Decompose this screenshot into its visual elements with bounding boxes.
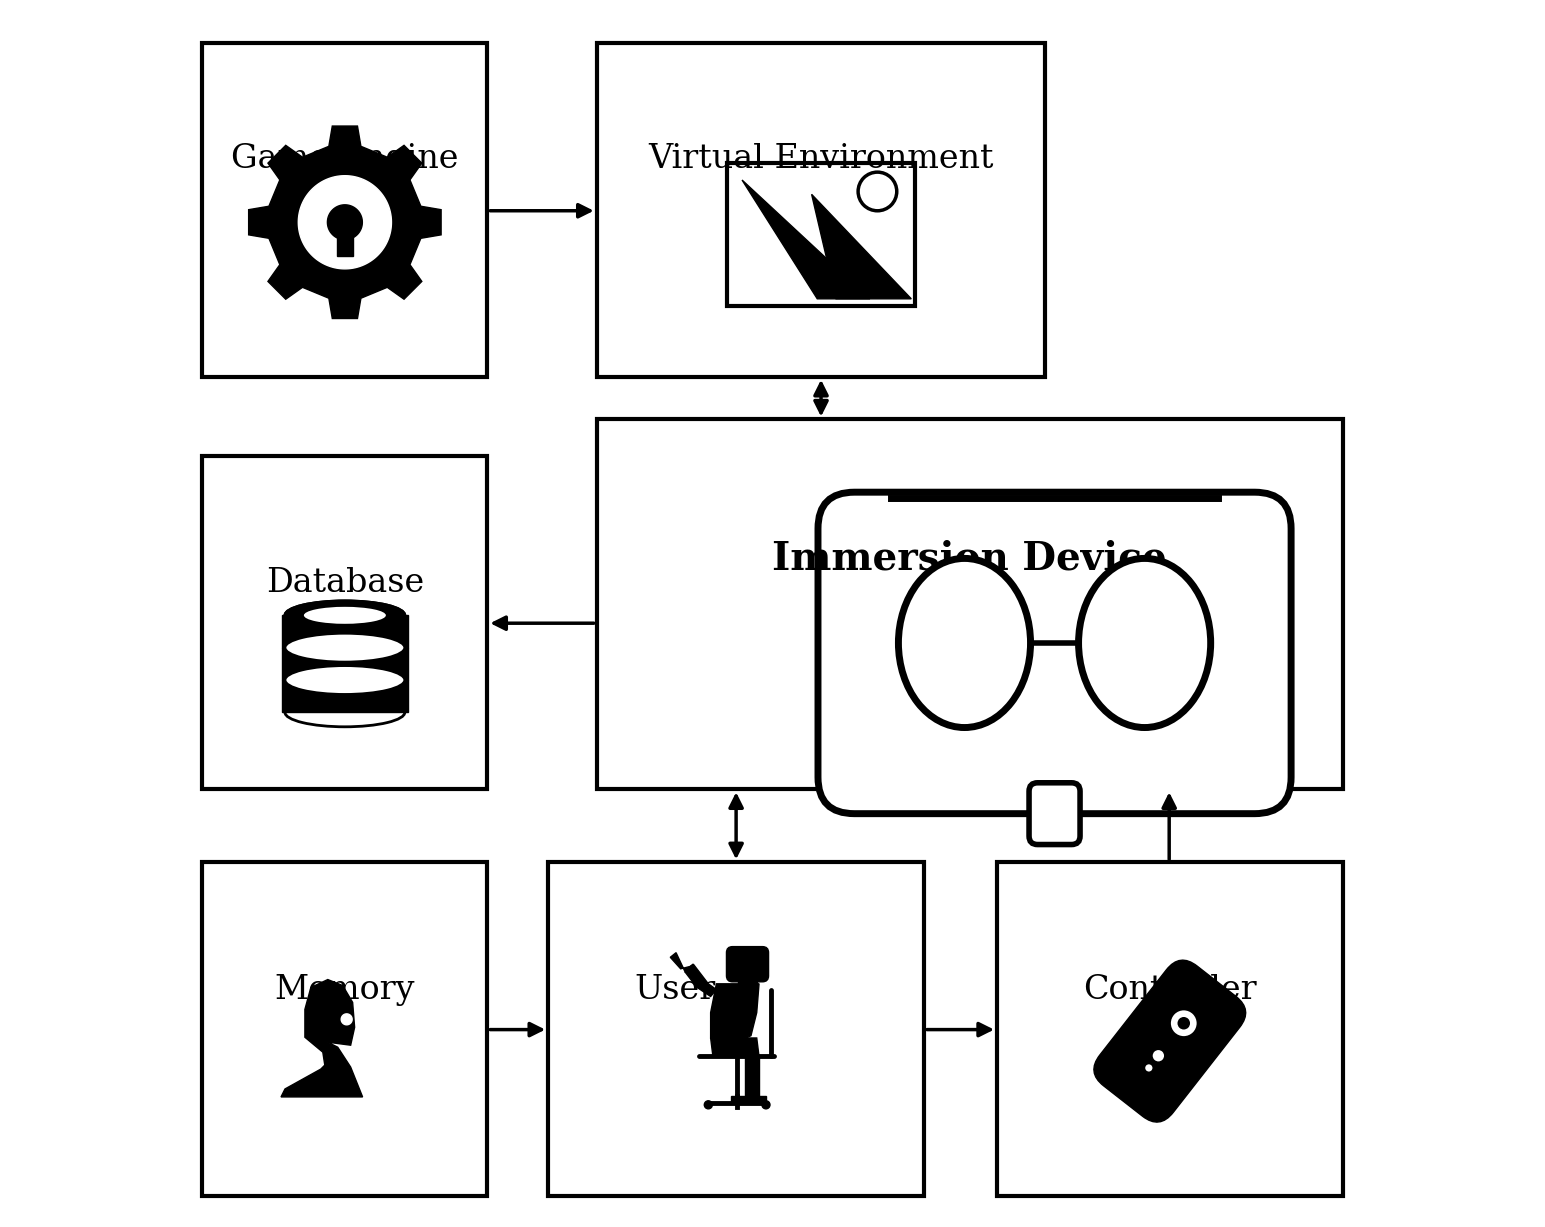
FancyBboxPatch shape [202,863,487,1196]
Polygon shape [671,952,694,972]
FancyArrowPatch shape [494,617,593,629]
Bar [728,163,915,306]
Text: Immersion Device: Immersion Device [772,540,1166,578]
Text: Game Engine: Game Engine [232,142,459,174]
Polygon shape [281,979,363,1097]
Ellipse shape [284,665,405,694]
Polygon shape [711,1038,759,1056]
FancyArrowPatch shape [927,1023,990,1036]
FancyArrowPatch shape [490,1023,541,1036]
FancyArrowPatch shape [1163,796,1176,859]
FancyBboxPatch shape [997,863,1343,1196]
FancyBboxPatch shape [596,43,1046,377]
Circle shape [1170,1010,1197,1037]
Ellipse shape [304,607,386,623]
Polygon shape [298,175,391,269]
FancyBboxPatch shape [726,946,768,982]
Polygon shape [341,1014,352,1025]
FancyBboxPatch shape [817,492,1292,814]
Text: User: User [635,973,715,1006]
Polygon shape [745,1056,759,1096]
FancyBboxPatch shape [1094,960,1245,1123]
FancyBboxPatch shape [596,420,1343,789]
Polygon shape [337,231,352,255]
FancyBboxPatch shape [202,43,487,377]
Circle shape [762,1101,769,1109]
Circle shape [1145,1064,1153,1071]
Polygon shape [281,680,408,713]
FancyBboxPatch shape [548,863,924,1196]
Polygon shape [328,205,363,239]
Circle shape [1177,1017,1190,1029]
Ellipse shape [284,698,405,726]
Polygon shape [742,180,870,299]
Polygon shape [281,615,408,648]
Polygon shape [711,984,759,1042]
Ellipse shape [284,601,405,629]
Text: Virtual Environment: Virtual Environment [649,142,993,174]
Text: Controller: Controller [1083,973,1256,1006]
Polygon shape [739,975,757,985]
Text: Database: Database [266,567,423,599]
Polygon shape [811,194,912,299]
FancyArrowPatch shape [490,205,590,217]
Polygon shape [686,964,717,996]
Ellipse shape [284,633,405,663]
Polygon shape [249,126,442,319]
Circle shape [1153,1050,1163,1061]
FancyBboxPatch shape [202,455,487,789]
Ellipse shape [899,558,1031,728]
Text: Memory: Memory [275,973,416,1006]
Polygon shape [281,648,408,680]
Polygon shape [731,1096,766,1103]
FancyArrowPatch shape [814,384,827,412]
FancyBboxPatch shape [1029,783,1080,844]
Circle shape [857,172,896,211]
Ellipse shape [1078,558,1211,728]
FancyArrowPatch shape [729,796,742,855]
Ellipse shape [284,601,405,629]
Circle shape [705,1101,712,1109]
